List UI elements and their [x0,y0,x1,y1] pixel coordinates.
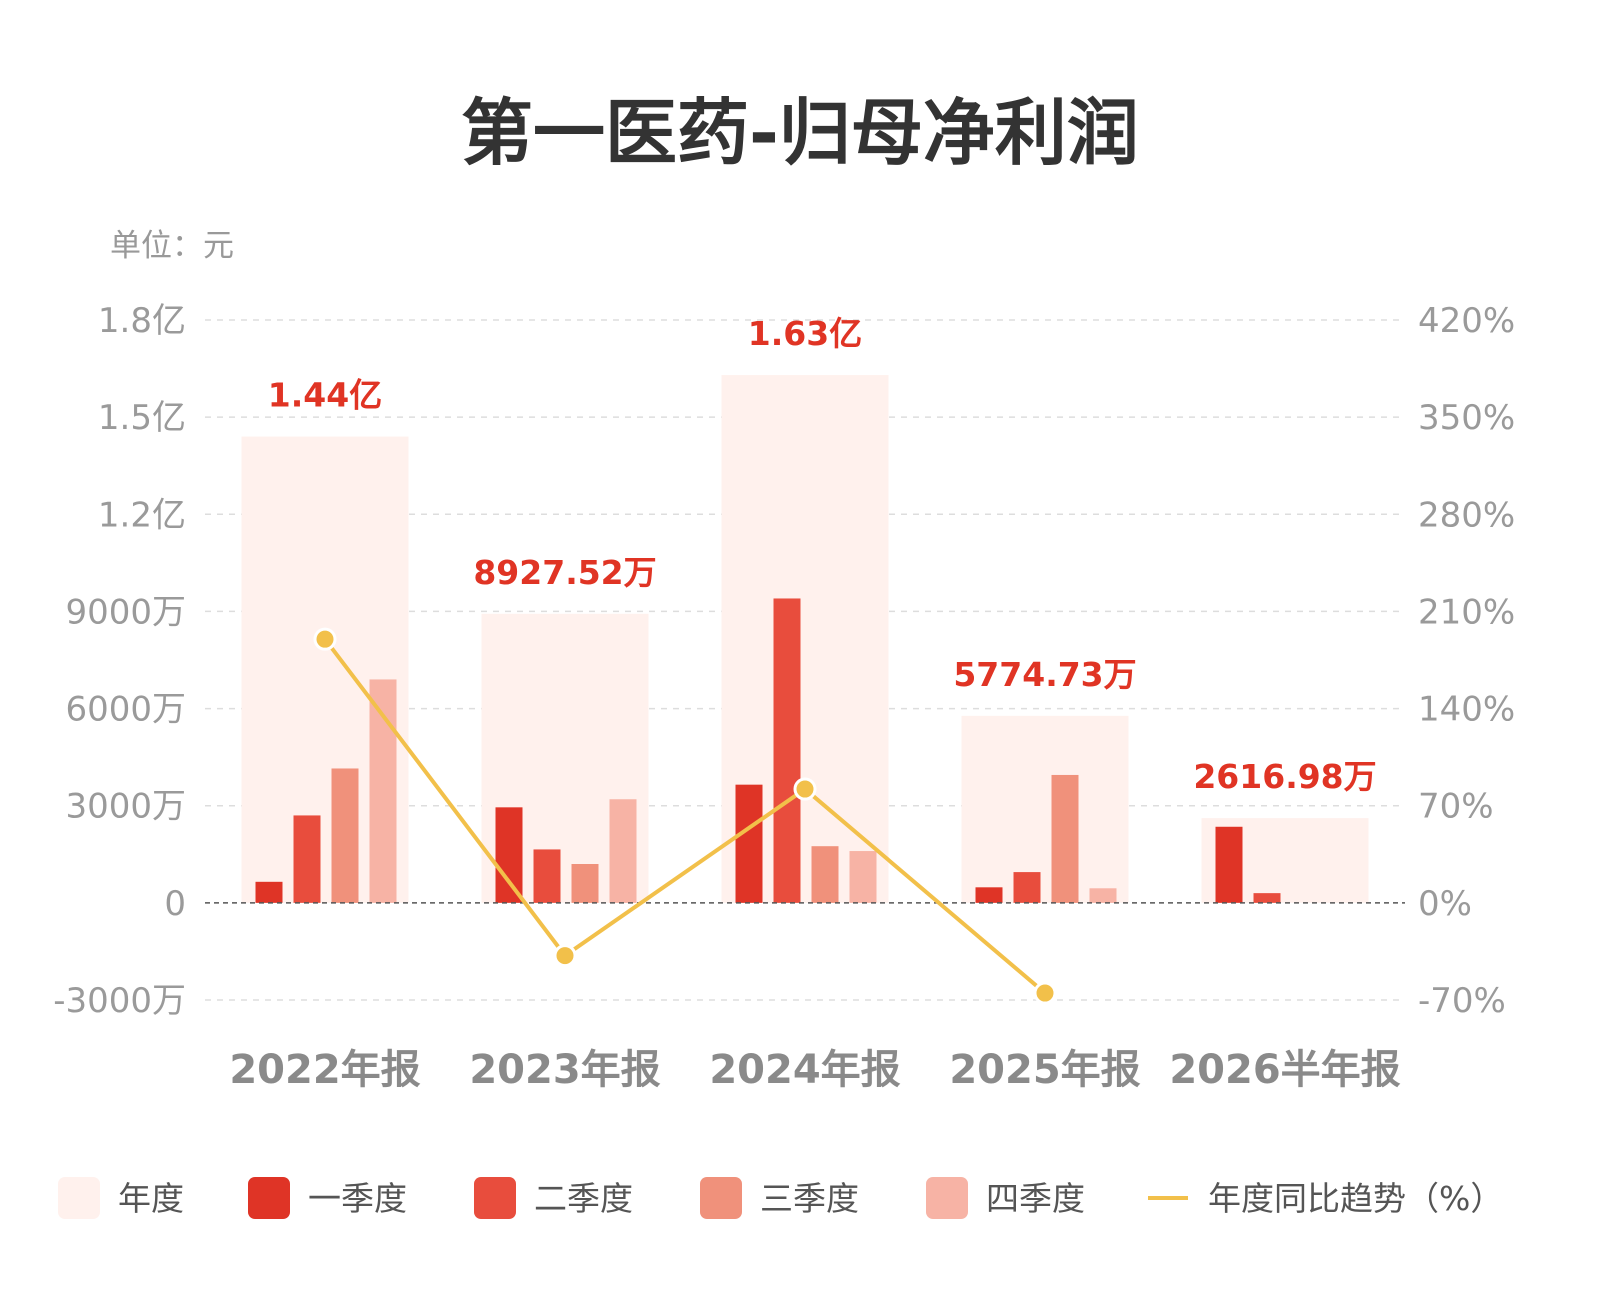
trend-point [313,627,337,651]
legend-label: 年度同比趋势（%） [1208,1179,1503,1218]
left-tick-label: -3000万 [53,981,186,1021]
right-tick-label: 350% [1418,398,1515,438]
quarter-bar [533,849,561,903]
quarter-bar [811,846,839,903]
annual-value-label: 2616.98万 [1193,757,1376,796]
annual-box [961,715,1129,903]
legend-swatch [474,1177,516,1219]
left-tick-label: 3000万 [65,787,186,827]
legend: 年度 一季度 二季度 三季度 四季度 年度同比趋势（%） [58,1177,1503,1219]
legend-label: 四季度 [986,1179,1085,1218]
quarter-bar [1013,872,1041,903]
trend-point [553,944,577,968]
right-tick-label: 210% [1418,592,1515,632]
right-tick-label: 420% [1418,301,1515,341]
category-label: 2023年报 [469,1047,660,1093]
right-tick-label: 280% [1418,495,1515,535]
left-tick-label: 1.8亿 [98,301,186,341]
chart-title: 第一医药-归母净利润 [461,91,1139,175]
unit-label: 单位：元 [110,228,234,264]
right-tick-label: 0% [1418,884,1472,924]
annual-value-label: 1.63亿 [748,314,862,353]
quarter-bar [293,815,321,903]
labels-layer: 1.8亿 1.5亿 1.2亿 9000万 6000万 3000万 0 -3000万 420% 35… [53,301,1515,1093]
category-label: 2022年报 [229,1047,420,1093]
quarter-bar [495,807,523,903]
left-tick-label: 0 [164,884,186,924]
right-tick-label: 140% [1418,690,1515,730]
left-tick-label: 1.2亿 [98,495,186,535]
legend-swatch [926,1177,968,1219]
quarter-bar [609,799,637,903]
quarter-bar [1253,893,1281,903]
legend-label: 二季度 [534,1179,633,1218]
annual-value-label: 5774.73万 [953,655,1136,694]
quarter-bar [735,784,763,903]
annual-value-label: 1.44亿 [268,376,382,415]
legend-swatch [700,1177,742,1219]
left-tick-label: 6000万 [65,690,186,730]
right-tick-label: 70% [1418,787,1494,827]
left-tick-label: 1.5亿 [98,398,186,438]
quarter-bars [255,598,1281,903]
right-tick-label: -70% [1418,981,1506,1021]
annual-value-label: 8927.52万 [473,553,656,592]
quarter-bar [1215,826,1243,903]
quarter-bar [975,887,1003,903]
legend-label: 三季度 [760,1179,859,1218]
quarter-bar [1051,774,1079,903]
quarter-bar [1089,888,1117,903]
category-label: 2026半年报 [1169,1047,1400,1093]
trend-point [1033,981,1057,1005]
category-label: 2024年报 [709,1047,900,1093]
trend-line-layer [313,627,1057,1005]
left-tick-label: 9000万 [65,592,186,632]
legend-label: 年度 [118,1179,184,1218]
quarter-bar [255,881,283,903]
quarter-bar [571,864,599,903]
quarter-bar [773,598,801,903]
quarter-bar [331,768,359,903]
legend-swatch [58,1177,100,1219]
legend-swatch [248,1177,290,1219]
annual-boxes [241,375,1369,903]
legend-label: 一季度 [308,1179,407,1218]
trend-line [323,637,1047,995]
category-label: 2025年报 [949,1047,1140,1093]
quarter-bar [849,851,877,903]
trend-point [793,777,817,801]
